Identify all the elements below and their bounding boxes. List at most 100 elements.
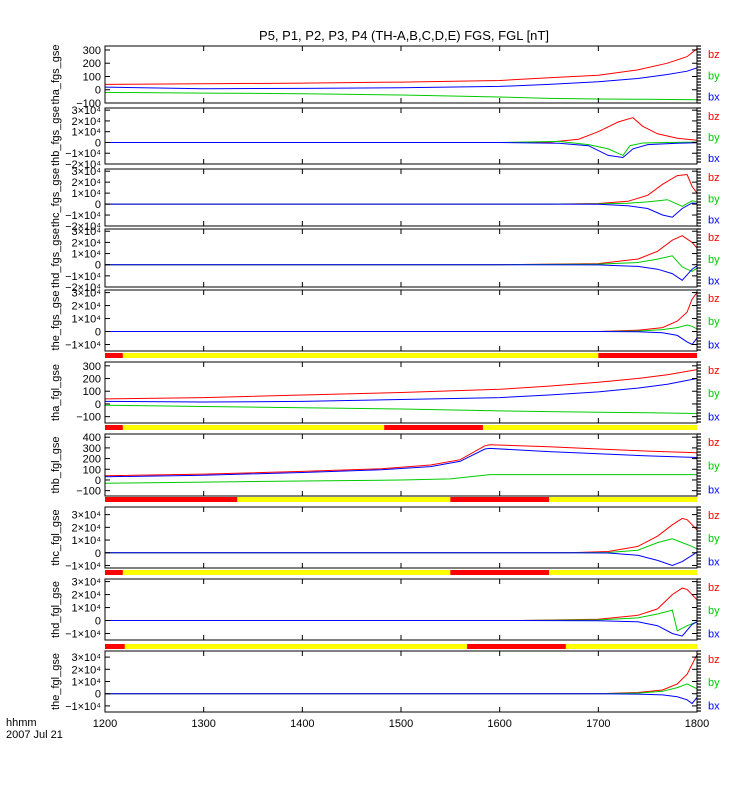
y-tick-label: 2×10⁴ [71, 237, 101, 249]
panel-frame [104, 168, 698, 227]
flag-bar-segment [598, 353, 697, 358]
y-tick-label: 0 [95, 85, 101, 97]
legend-bx: bx [708, 556, 720, 568]
series-line-by [105, 404, 697, 414]
legend-bz: bz [708, 654, 720, 666]
y-tick-label: 200 [83, 454, 101, 466]
y-tick-label: 1×10⁴ [71, 535, 101, 547]
y-tick-label: 3×10⁴ [71, 288, 101, 300]
panel-frame [104, 433, 698, 497]
series-line-bz [105, 369, 697, 400]
panel-frame [104, 578, 698, 641]
y-tick-label: 2×10⁴ [71, 177, 101, 189]
legend-by: by [708, 533, 720, 545]
series-line-bx [105, 551, 697, 567]
series-line-by [105, 255, 697, 272]
y-tick-label: 100 [83, 386, 101, 398]
legend-by: by [708, 193, 720, 205]
legend-by: by [708, 254, 720, 266]
date-label: 2007 Jul 21 [6, 729, 63, 741]
series-line-bz [105, 292, 697, 332]
legend-by: by [708, 461, 720, 473]
legend-bz: bz [708, 365, 720, 377]
x-tick-label: 1500 [389, 718, 413, 730]
y-tick-label: 100 [83, 71, 101, 83]
y-tick-label: 2×10⁴ [71, 116, 101, 128]
y-tick-label: −1×10⁴ [65, 271, 101, 283]
y-tick-label: 1×10⁴ [71, 188, 101, 200]
y-tick-label: 300 [83, 443, 101, 455]
y-tick-label: 100 [83, 464, 101, 476]
y-tick-label: −1×10⁴ [65, 629, 101, 641]
legend-by: by [708, 388, 720, 400]
y-tick-label: 0 [95, 137, 101, 149]
series-line-by [105, 683, 697, 695]
legend-bz: bz [708, 111, 720, 123]
series-line-bz [105, 48, 697, 85]
legend-by: by [708, 132, 720, 144]
x-tick-label: 1400 [290, 718, 314, 730]
series-line-bz [105, 444, 697, 477]
flag-bar-segment [467, 644, 566, 649]
series-line-bx [105, 693, 697, 705]
legend-bx: bx [708, 92, 720, 104]
y-tick-label: 300 [83, 45, 101, 57]
x-tick-label: 1200 [93, 718, 117, 730]
y-axis-label: thd_fgs_gse [50, 228, 62, 288]
y-tick-label: −1×10⁴ [65, 148, 101, 160]
flag-bar [105, 570, 697, 575]
y-tick-label: −100 [76, 98, 101, 110]
y-tick-label: 3×10⁴ [71, 105, 101, 117]
y-tick-label: 0 [95, 199, 101, 211]
legend-bz: bz [708, 582, 720, 594]
series-line-bz [105, 654, 697, 695]
y-tick-label: 0 [95, 689, 101, 701]
legend-bz: bz [708, 437, 720, 449]
flag-bar [105, 644, 697, 649]
y-tick-label: −1×10⁴ [65, 210, 101, 222]
flag-bar-segment [105, 353, 123, 358]
y-tick-label: 200 [83, 374, 101, 386]
y-axis-label: thc_fgl_gse [50, 509, 62, 565]
y-tick-label: 1×10⁴ [71, 314, 101, 326]
legend-bx: bx [708, 339, 720, 351]
flag-bar-segment [384, 425, 483, 430]
panel-frame [104, 228, 698, 288]
x-tick-label: 1700 [586, 718, 610, 730]
y-tick-label: 2×10⁴ [71, 590, 101, 602]
series-line-by [105, 91, 697, 101]
flag-bar-segment [105, 570, 123, 575]
y-tick-label: 3×10⁴ [71, 166, 101, 178]
panel-frame [104, 289, 698, 352]
legend-by: by [708, 316, 720, 328]
series-line-bz [105, 235, 697, 266]
flag-bar-segment [450, 570, 549, 575]
legend-bx: bx [708, 215, 720, 227]
y-tick-label: 0 [95, 260, 101, 272]
y-tick-label: −100 [76, 486, 101, 498]
y-tick-label: 1×10⁴ [71, 249, 101, 261]
y-tick-label: 0 [95, 399, 101, 411]
y-tick-label: −1×10⁴ [65, 560, 101, 572]
y-axis-label: thb_fgl_gse [50, 437, 62, 494]
legend-by: by [708, 677, 720, 689]
y-axis-label: tha_fgl_gse [50, 364, 62, 421]
panel-frame [104, 45, 698, 104]
y-tick-label: 1×10⁴ [71, 603, 101, 615]
y-axis-label: the_fgl_gse [50, 653, 62, 710]
legend-bx: bx [708, 628, 720, 640]
series-line-bz [105, 587, 697, 621]
y-axis-label: thc_fgs_gse [50, 168, 62, 227]
y-axis-label: the_fgs_gse [50, 291, 62, 351]
series-line-bz [105, 117, 697, 143]
flag-bar-segment [105, 425, 123, 430]
series-line-bx [105, 447, 697, 478]
y-tick-label: 0 [95, 327, 101, 339]
y-axis-label: tha_fgs_gse [50, 45, 62, 105]
panel-frame [104, 506, 698, 569]
legend-bz: bz [708, 510, 720, 522]
legend-by: by [708, 605, 720, 617]
legend-by: by [708, 70, 720, 82]
legend-bz: bz [708, 232, 720, 244]
series-line-by [105, 474, 697, 484]
